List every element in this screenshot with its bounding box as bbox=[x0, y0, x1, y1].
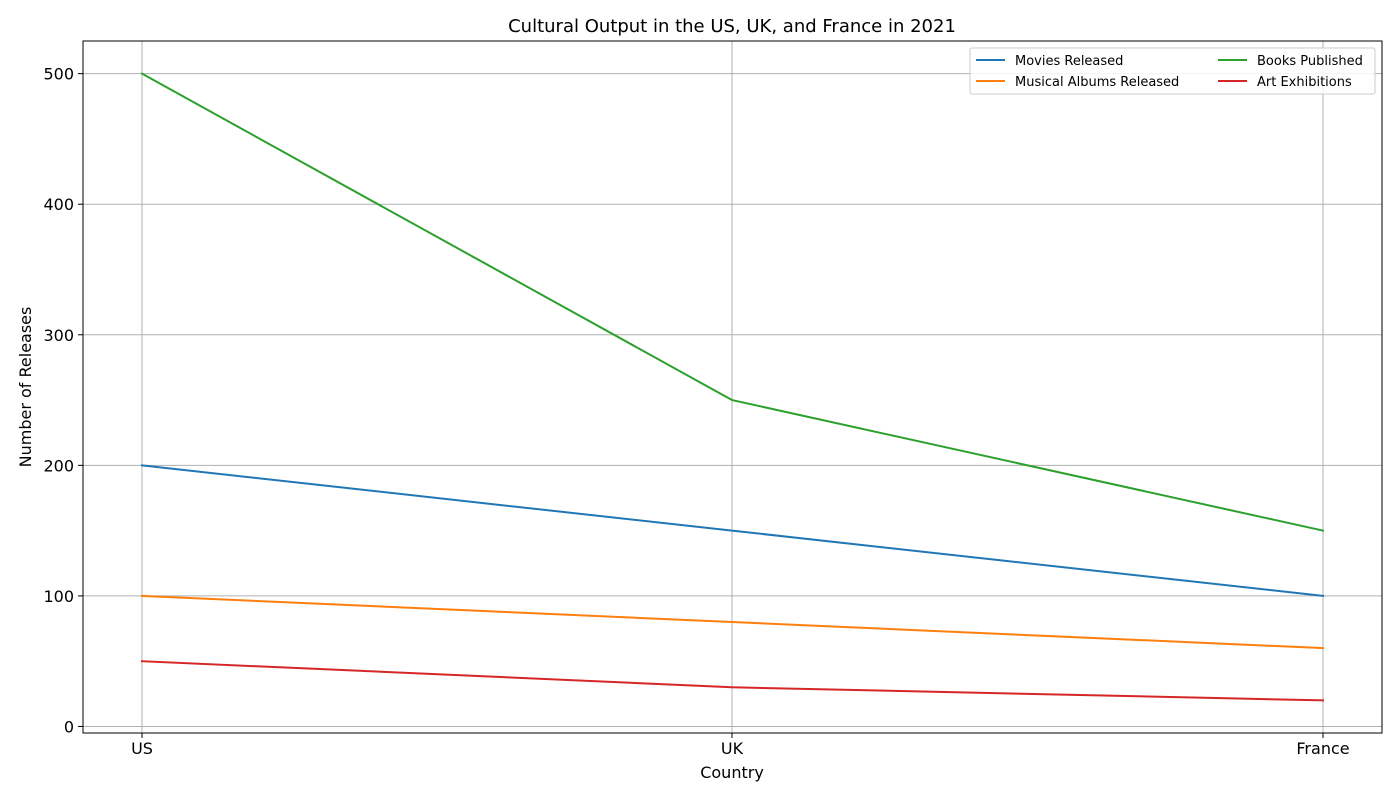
series-line-books-published bbox=[140, 72, 1325, 532]
legend-item: Books Published bbox=[1218, 54, 1363, 69]
y-tick-label: 400 bbox=[43, 195, 74, 214]
legend-item: Art Exhibitions bbox=[1218, 75, 1352, 90]
legend-label: Books Published bbox=[1257, 54, 1363, 69]
y-tick-label: 300 bbox=[43, 326, 74, 345]
x-axis-ticks: US UK France bbox=[131, 733, 1350, 758]
x-tick-label: France bbox=[1296, 739, 1349, 758]
legend-label: Musical Albums Released bbox=[1015, 75, 1179, 90]
series-lines bbox=[140, 72, 1325, 702]
x-tick-label: UK bbox=[721, 739, 744, 758]
legend: Movies Released Musical Albums Released Bo… bbox=[969, 47, 1376, 95]
series-line-movies-released bbox=[140, 464, 1325, 598]
y-tick-label: 0 bbox=[64, 717, 74, 736]
legend-box bbox=[969, 47, 1376, 95]
legend-label: Movies Released bbox=[1015, 54, 1123, 69]
y-tick-label: 200 bbox=[43, 456, 74, 475]
y-tick-label: 500 bbox=[43, 65, 74, 84]
legend-label: Art Exhibitions bbox=[1257, 75, 1352, 90]
y-axis-label: Number of Releases bbox=[16, 307, 35, 468]
y-tick-label: 100 bbox=[43, 587, 74, 606]
x-axis-label: Country bbox=[700, 763, 764, 782]
series-line-musical-albums-released bbox=[140, 594, 1325, 650]
y-axis-ticks: 0 100 200 300 400 500 bbox=[43, 65, 83, 736]
x-tick-label: US bbox=[131, 739, 153, 758]
legend-item: Movies Released bbox=[976, 54, 1123, 69]
legend-item: Musical Albums Released bbox=[976, 75, 1179, 90]
series-line-art-exhibitions bbox=[140, 660, 1325, 702]
chart-title: Cultural Output in the US, UK, and Franc… bbox=[508, 16, 956, 37]
